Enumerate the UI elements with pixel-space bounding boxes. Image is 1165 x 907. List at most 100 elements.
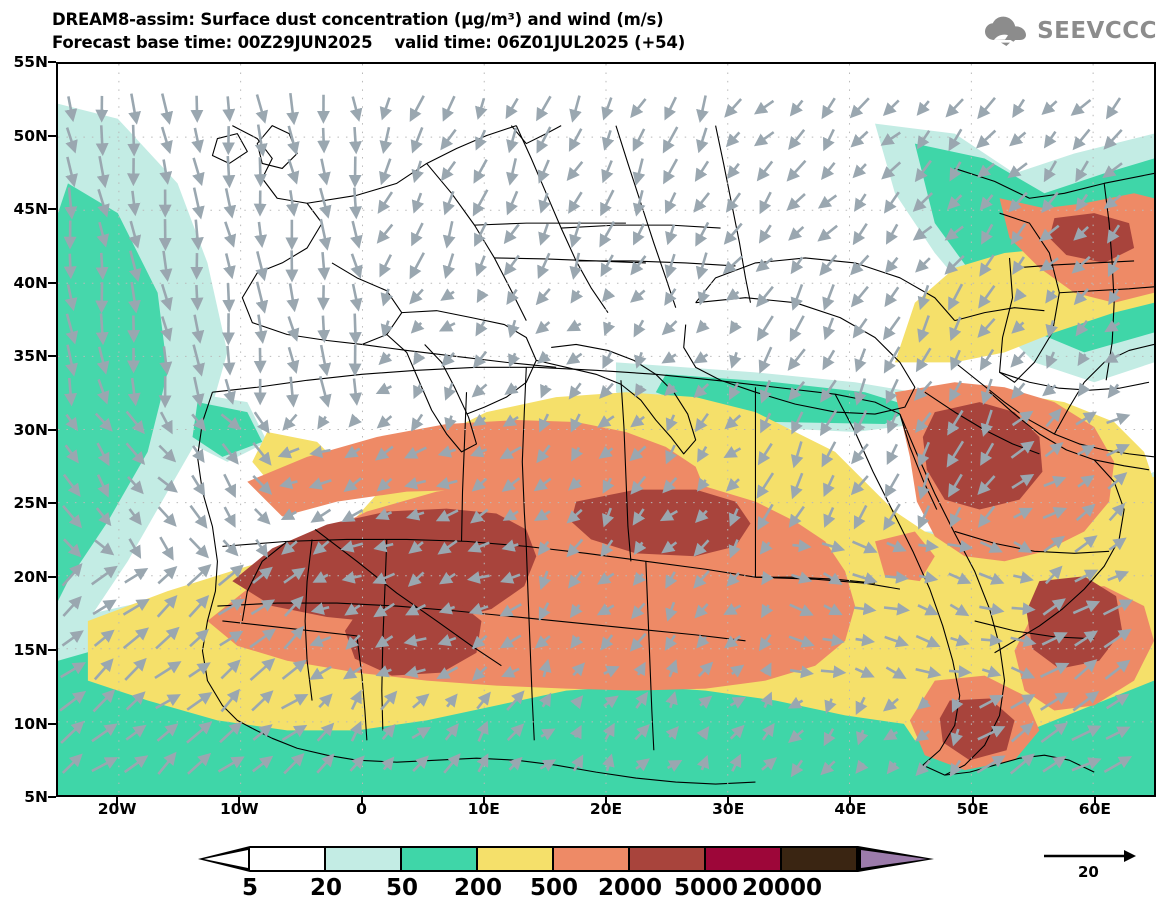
wind-arrow (661, 320, 678, 336)
wind-arrow (472, 350, 488, 369)
wind-arrow (255, 281, 269, 314)
wind-arrow (318, 187, 332, 219)
wind-arrow (343, 477, 362, 492)
wind-arrow (916, 696, 931, 710)
lat-tick-50N: 50N (13, 126, 48, 145)
wind-arrow (725, 288, 740, 301)
wind-arrow (61, 563, 83, 587)
wind-arrow (697, 445, 710, 463)
wind-arrow (1107, 472, 1128, 490)
wind-arrow (252, 724, 273, 741)
wind-arrow (665, 444, 678, 465)
colorbar-cell-0 (250, 846, 326, 872)
wind-arrow (757, 503, 774, 531)
colorbar-cell-7 (782, 846, 858, 872)
wind-arrow (975, 129, 997, 149)
wind-arrow (634, 723, 650, 741)
wind-arrow (1043, 475, 1067, 488)
wind-arrow (979, 254, 995, 277)
wind-arrow (633, 661, 646, 677)
wind-arrow (501, 665, 520, 678)
lon-tick-0: 0 (356, 800, 367, 818)
wind-arrow (94, 412, 113, 432)
wind-arrow (349, 378, 363, 406)
wind-arrow (883, 191, 900, 214)
wind-vector-field (59, 92, 1134, 778)
colorbar-label-200: 200 (453, 875, 503, 901)
wind-arrow (635, 691, 649, 709)
wind-arrow (1107, 570, 1130, 583)
wind-arrow (631, 602, 646, 620)
wind-arrow (472, 413, 487, 427)
wind-arrow (917, 441, 931, 468)
wind-arrow (566, 508, 583, 524)
wind-arrow (1077, 445, 1096, 457)
wind-arrow (536, 95, 552, 122)
wind-arrow (855, 696, 868, 715)
wind-arrow (599, 221, 616, 248)
wind-arrow (698, 695, 713, 709)
wind-arrow (187, 752, 212, 775)
wind-arrow (471, 383, 488, 398)
wind-arrow (250, 599, 276, 616)
wind-arrow (437, 539, 458, 555)
wind-arrow (95, 252, 109, 281)
wind-reference-label: 20 (1078, 863, 1099, 881)
wind-arrow (474, 221, 488, 247)
wind-arrow (883, 346, 901, 374)
wind-arrow (499, 634, 522, 649)
wind-arrow (566, 319, 582, 332)
lat-tickmark (48, 208, 56, 210)
wind-arrow (789, 99, 804, 117)
wind-arrow (1007, 162, 1028, 179)
wind-arrow (695, 252, 709, 280)
wind-arrow (950, 728, 963, 747)
wind-arrow (850, 475, 869, 496)
wind-arrow (340, 540, 364, 553)
colorbar-label-20000: 20000 (741, 875, 823, 901)
wind-arrow (94, 539, 115, 556)
wind-arrow (1108, 288, 1121, 306)
wind-arrow (442, 220, 456, 249)
wind-arrow (723, 446, 742, 459)
wind-arrow (820, 379, 837, 403)
wind-arrow (159, 536, 174, 561)
wind-arrow (506, 158, 519, 186)
wind-arrow (568, 191, 583, 214)
wind-arrow (852, 572, 878, 585)
wind-arrow (127, 377, 141, 407)
wind-arrow (501, 477, 521, 492)
wind-arrow (283, 625, 305, 650)
wind-arrow (91, 565, 118, 586)
wind-arrow (697, 477, 710, 492)
wind-arrow (310, 602, 330, 615)
wind-arrow (1011, 320, 1026, 334)
wind-arrow (915, 759, 931, 777)
wind-arrow (1042, 506, 1068, 520)
wind-arrow (823, 728, 836, 747)
wind-arrow (601, 160, 614, 184)
wind-arrow (665, 725, 679, 740)
wind-arrow (664, 192, 677, 214)
wind-arrow (729, 753, 742, 772)
wind-arrow (883, 728, 898, 741)
wind-arrow (1107, 254, 1121, 278)
wind-arrow (508, 756, 523, 771)
wind-arrow (791, 571, 813, 584)
wind-arrow (405, 508, 425, 521)
wind-arrow (376, 415, 393, 429)
wind-arrow (886, 760, 900, 775)
wind-arrow (408, 540, 424, 554)
wind-arrow (596, 603, 615, 616)
wind-arrow (817, 194, 838, 209)
wind-arrow (160, 283, 173, 312)
wind-arrow (693, 539, 710, 557)
wind-arrow (254, 314, 268, 344)
wind-arrow (948, 380, 963, 403)
wind-arrow (123, 755, 149, 774)
wind-arrow (855, 759, 869, 774)
wind-arrow (506, 127, 519, 154)
wind-arrow (1071, 725, 1102, 742)
wind-arrow (854, 602, 877, 616)
wind-arrow (788, 635, 815, 648)
